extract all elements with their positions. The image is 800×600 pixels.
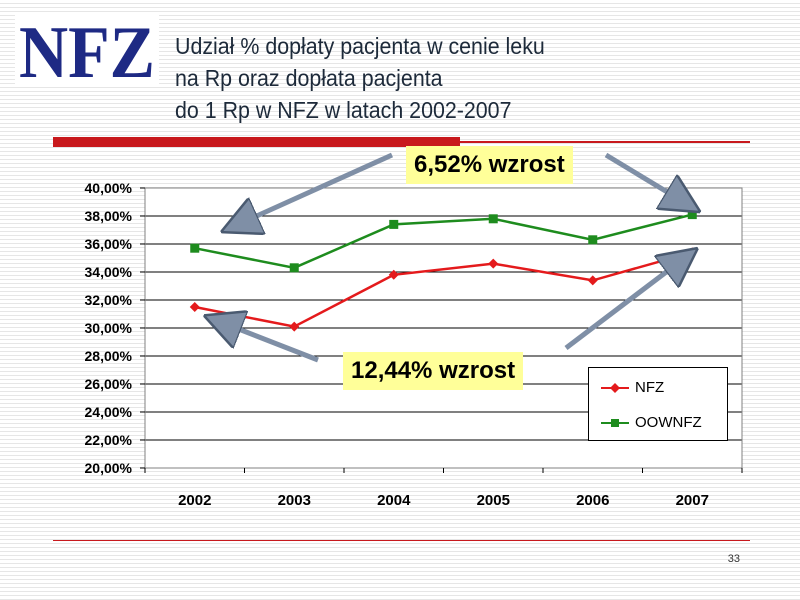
arrow-top-right xyxy=(604,152,692,207)
callout-growth-nfz: 12,44% wzrost xyxy=(343,352,524,390)
legend-swatch-oownfz xyxy=(601,419,629,427)
legend-item-nfz: NFZ xyxy=(599,378,725,398)
x-axis: 2002 2003 2004 2005 2006 2007 xyxy=(144,468,743,509)
footer-rule xyxy=(53,540,750,541)
data-point-oownfz xyxy=(687,210,697,220)
slide-title: Udział % dopłaty pacjenta w cenie leku n… xyxy=(175,30,775,126)
page-number: 33 xyxy=(727,553,740,565)
data-point-oownfz xyxy=(588,235,598,245)
title-line-3: do 1 Rp w NFZ w latach 2002-2007 xyxy=(175,97,512,123)
y-tick-label: 38,00% xyxy=(85,208,133,224)
data-point-oownfz xyxy=(488,214,498,224)
x-tick-label: 2007 xyxy=(676,492,709,509)
arrow-bottom-right xyxy=(564,254,690,350)
chart-legend: NFZ OOWNFZ xyxy=(588,367,728,441)
y-tick-label: 40,00% xyxy=(85,180,133,196)
data-point-nfz xyxy=(189,302,200,312)
y-tick-label: 32,00% xyxy=(85,292,133,308)
title-underline-thick xyxy=(53,137,460,147)
y-tick-label: 20,00% xyxy=(85,460,133,476)
callout-growth-oownfz: 6,52% wzrost xyxy=(406,146,573,184)
x-tick-label: 2005 xyxy=(477,492,510,509)
data-point-oownfz xyxy=(289,263,299,273)
arrow-bottom-left xyxy=(213,319,319,363)
data-point-nfz xyxy=(587,275,598,286)
series-lines xyxy=(189,210,698,332)
legend-label-nfz: NFZ xyxy=(635,379,665,396)
legend-swatch-nfz xyxy=(601,383,629,393)
y-axis: 20,00% 22,00% 24,00% 26,00% 28,00% 30,00% 32,0… xyxy=(85,180,145,476)
nfz-logo: NFZ xyxy=(15,15,159,85)
title-line-2: na Rp oraz dopłata pacjenta xyxy=(175,65,443,91)
y-tick-label: 36,00% xyxy=(85,236,133,252)
x-tick-label: 2006 xyxy=(576,492,609,509)
legend-label-oownfz: OOWNFZ xyxy=(635,414,702,431)
x-tick-label: 2004 xyxy=(377,492,411,509)
data-point-nfz xyxy=(289,321,300,332)
data-point-nfz xyxy=(488,258,499,269)
y-tick-label: 22,00% xyxy=(85,432,133,448)
y-tick-label: 34,00% xyxy=(85,264,133,280)
y-tick-label: 28,00% xyxy=(85,348,133,364)
annotation-arrows xyxy=(213,152,692,363)
arrow-top-left xyxy=(230,152,394,228)
title-underline-thin xyxy=(460,141,750,143)
y-tick-label: 30,00% xyxy=(85,320,133,336)
data-point-oownfz xyxy=(190,243,200,253)
nfz-logo-text: NFZ xyxy=(19,15,155,85)
data-point-oownfz xyxy=(389,219,399,229)
x-tick-label: 2003 xyxy=(278,492,311,509)
y-tick-label: 24,00% xyxy=(85,404,133,420)
data-point-nfz xyxy=(388,269,399,280)
y-tick-label: 26,00% xyxy=(85,376,133,392)
series-line-oownfz xyxy=(194,213,693,270)
series-line-nfz xyxy=(194,251,693,328)
legend-item-oownfz: OOWNFZ xyxy=(599,413,725,433)
x-tick-label: 2002 xyxy=(178,492,211,509)
title-line-1: Udział % dopłaty pacjenta w cenie leku xyxy=(175,33,545,59)
